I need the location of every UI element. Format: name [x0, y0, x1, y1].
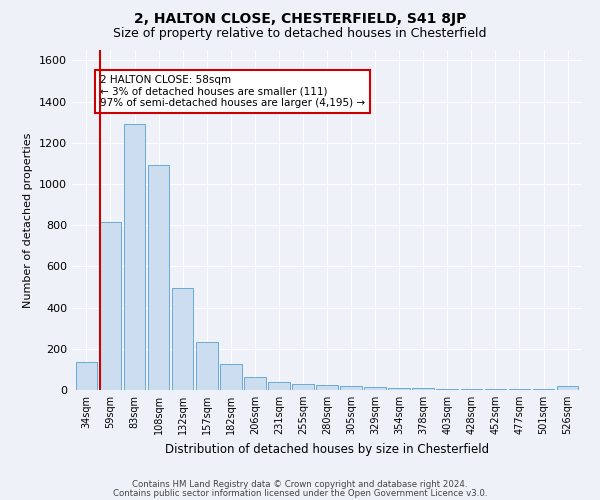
Bar — [76, 362, 97, 390]
Bar — [364, 387, 386, 390]
Bar — [100, 222, 121, 390]
X-axis label: Distribution of detached houses by size in Chesterfield: Distribution of detached houses by size … — [165, 442, 489, 456]
Text: Size of property relative to detached houses in Chesterfield: Size of property relative to detached ho… — [113, 28, 487, 40]
Bar — [436, 389, 458, 390]
Text: 2 HALTON CLOSE: 58sqm
← 3% of detached houses are smaller (111)
97% of semi-deta: 2 HALTON CLOSE: 58sqm ← 3% of detached h… — [100, 74, 365, 108]
Bar — [124, 124, 145, 390]
Bar — [268, 382, 290, 390]
Bar — [196, 342, 218, 390]
Text: Contains public sector information licensed under the Open Government Licence v3: Contains public sector information licen… — [113, 489, 487, 498]
Bar — [148, 166, 169, 390]
Bar — [220, 364, 242, 390]
Bar — [244, 376, 266, 390]
Y-axis label: Number of detached properties: Number of detached properties — [23, 132, 34, 308]
Bar — [557, 386, 578, 390]
Bar — [412, 388, 434, 390]
Bar — [388, 388, 410, 390]
Bar — [340, 386, 362, 390]
Bar — [292, 384, 314, 390]
Bar — [316, 385, 338, 390]
Text: Contains HM Land Registry data © Crown copyright and database right 2024.: Contains HM Land Registry data © Crown c… — [132, 480, 468, 489]
Bar — [172, 288, 193, 390]
Bar — [461, 389, 482, 390]
Text: 2, HALTON CLOSE, CHESTERFIELD, S41 8JP: 2, HALTON CLOSE, CHESTERFIELD, S41 8JP — [134, 12, 466, 26]
